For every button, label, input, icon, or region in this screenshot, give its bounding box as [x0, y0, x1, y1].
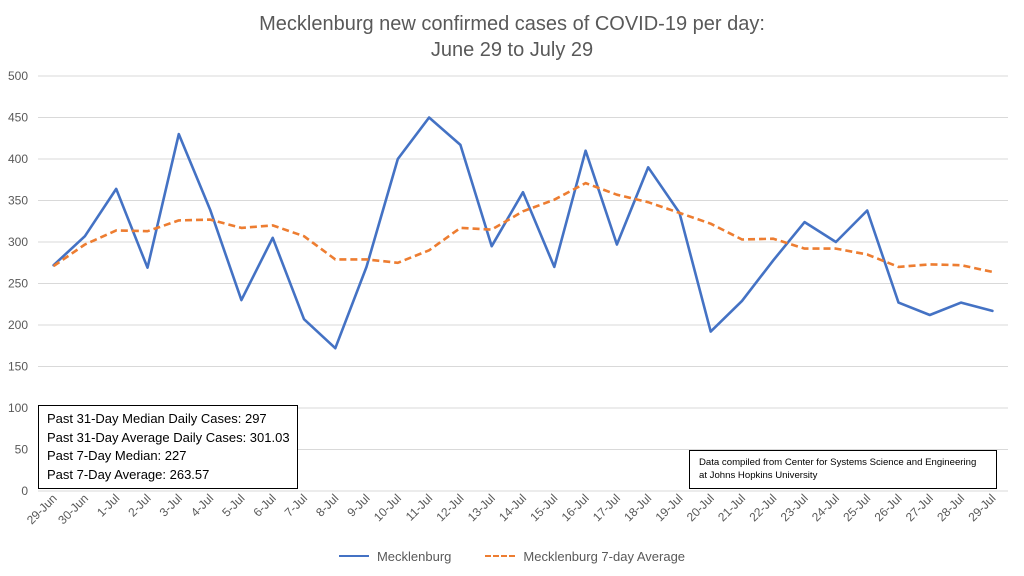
x-tick-label: 4-Jul — [188, 491, 216, 519]
x-tick-label: 22-Jul — [746, 491, 779, 524]
x-tick-label: 21-Jul — [715, 491, 748, 524]
x-tick-label: 14-Jul — [496, 491, 529, 524]
legend-item-7day-average: Mecklenburg 7-day Average — [485, 549, 685, 564]
y-tick-label: 450 — [8, 111, 28, 125]
x-tick-label: 29-Jun — [24, 491, 60, 527]
stats-line-average-31: Past 31-Day Average Daily Cases: 301.03 — [47, 429, 290, 445]
x-tick-label: 1-Jul — [94, 491, 122, 519]
series-lines — [52, 116, 994, 350]
source-line-1: Data compiled from Center for Systems Sc… — [699, 457, 977, 468]
x-tick-label: 18-Jul — [621, 491, 654, 524]
x-tick-label: 16-Jul — [559, 491, 592, 524]
x-tick-label: 28-Jul — [934, 491, 967, 524]
x-tick-label: 7-Jul — [282, 491, 310, 519]
x-tick-label: 12-Jul — [434, 491, 467, 524]
x-tick-label: 30-Jun — [55, 491, 91, 527]
x-tick-label: 19-Jul — [653, 491, 686, 524]
x-tick-label: 15-Jul — [527, 491, 560, 524]
series-line-7day-average — [52, 181, 993, 274]
y-tick-label: 350 — [8, 194, 28, 208]
chart-title-line-1: Mecklenburg new confirmed cases of COVID… — [259, 13, 765, 35]
y-tick-label: 200 — [8, 318, 28, 332]
x-tick-label: 26-Jul — [872, 491, 905, 524]
x-tick-label: 3-Jul — [157, 491, 185, 519]
y-tick-label: 100 — [8, 401, 28, 415]
legend-label-mecklenburg: Mecklenburg — [376, 548, 452, 564]
x-tick-label: 6-Jul — [251, 491, 279, 519]
y-tick-label: 500 — [8, 69, 28, 83]
source-line-2: at Johns Hopkins University — [699, 470, 818, 481]
y-tick-label: 150 — [8, 360, 28, 374]
x-tick-label: 10-Jul — [371, 491, 404, 524]
y-axis-ticks: 0 50 100 150 200 250 300 350 400 450 500 — [8, 69, 28, 498]
stats-line-median-7: Past 7-Day Median: 227 — [47, 448, 187, 463]
x-tick-label: 20-Jul — [684, 491, 717, 524]
x-tick-label: 17-Jul — [590, 491, 623, 524]
source-box: Data compiled from Center for Systems Sc… — [689, 450, 997, 489]
x-tick-label: 27-Jul — [903, 491, 936, 524]
y-tick-label: 0 — [21, 484, 28, 498]
x-tick-label: 13-Jul — [465, 491, 498, 524]
legend-item-mecklenburg: Mecklenburg — [338, 548, 452, 564]
x-tick-label: 8-Jul — [313, 491, 341, 519]
x-tick-label: 5-Jul — [219, 491, 247, 519]
chart-title-line-2: June 29 to July 29 — [431, 39, 593, 61]
stats-box: Past 31-Day Median Daily Cases: 297 Past… — [38, 405, 298, 489]
x-tick-label: 11-Jul — [403, 491, 435, 523]
x-tick-label: 24-Jul — [809, 491, 842, 524]
legend-label-7day-average: Mecklenburg 7-day Average — [523, 548, 686, 564]
legend-swatch-solid — [338, 555, 369, 557]
legend-swatch-dashed — [485, 555, 516, 557]
x-tick-label: 23-Jul — [778, 491, 811, 524]
y-tick-label: 400 — [8, 152, 28, 166]
x-tick-label: 2-Jul — [125, 491, 153, 519]
x-tick-label: 29-Jul — [965, 491, 998, 524]
stats-line-average-7: Past 7-Day Average: 263.57 — [47, 466, 210, 482]
y-tick-label: 250 — [8, 277, 28, 291]
series-line-mecklenburg — [52, 116, 994, 350]
x-tick-label: 9-Jul — [344, 491, 372, 519]
y-tick-label: 50 — [15, 443, 29, 457]
stats-line-median-31: Past 31-Day Median Daily Cases: 297 — [47, 411, 267, 426]
y-tick-label: 300 — [8, 235, 28, 249]
x-tick-label: 25-Jul — [840, 491, 873, 524]
legend: Mecklenburg Mecklenburg 7-day Average — [0, 544, 1024, 568]
